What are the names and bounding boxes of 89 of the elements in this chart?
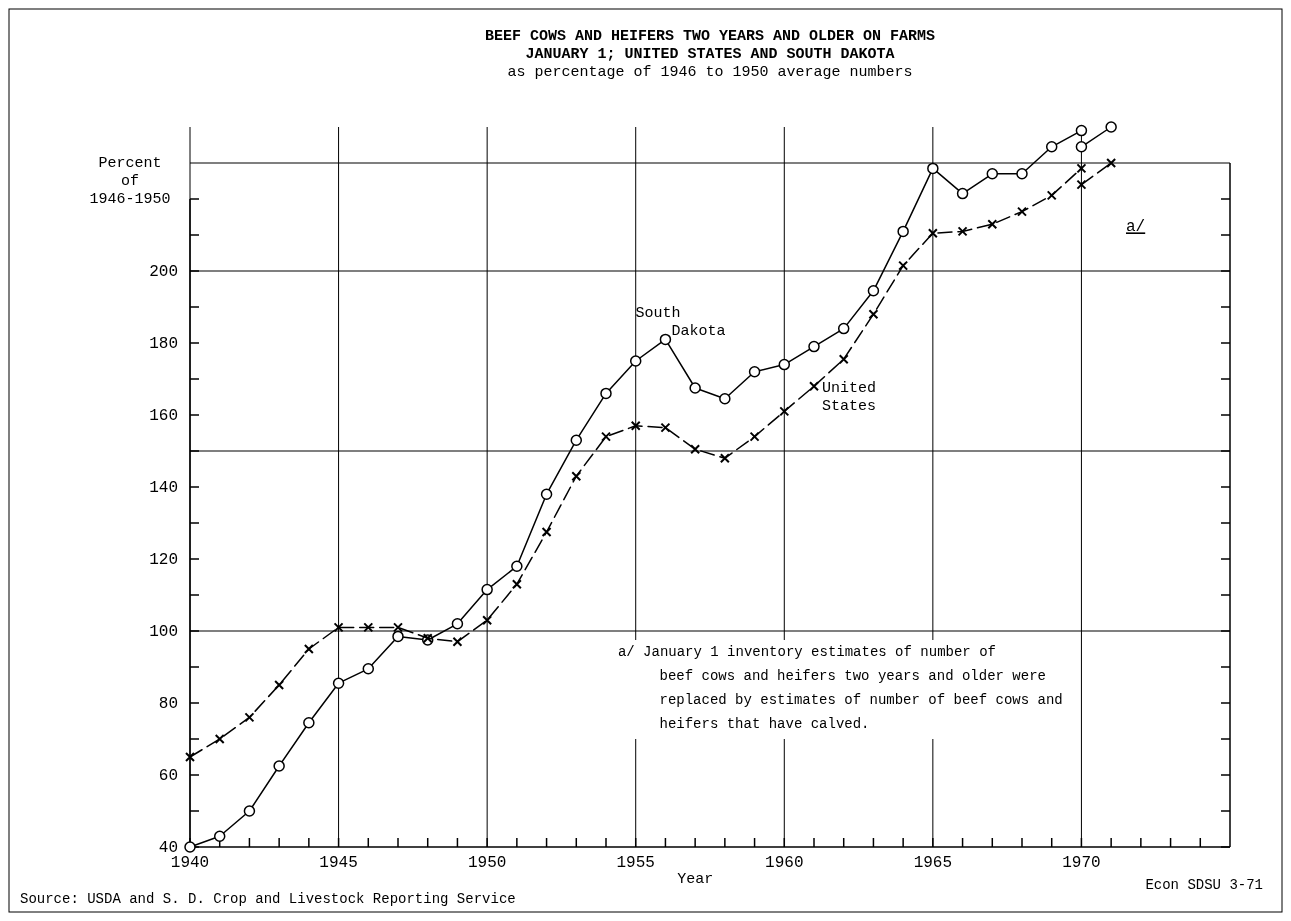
point <box>243 805 256 817</box>
point <box>779 406 790 417</box>
point <box>362 663 375 675</box>
x-tick-label: 1970 <box>1062 854 1101 872</box>
point <box>659 333 672 346</box>
y-tick-label: 160 <box>149 407 178 425</box>
series-label: United States <box>822 380 877 416</box>
point <box>778 358 791 371</box>
x-tick-label: 1955 <box>616 854 655 872</box>
source-note: Source: USDA and S. D. Crop and Livestock Reporting Service <box>20 891 516 907</box>
point <box>451 618 464 630</box>
point <box>1076 163 1087 174</box>
point <box>749 431 760 442</box>
point <box>482 615 493 626</box>
point <box>184 841 196 853</box>
point <box>363 622 374 633</box>
y-tick-label: 80 <box>158 695 178 713</box>
point <box>897 225 909 238</box>
point <box>273 760 285 772</box>
point <box>481 583 493 596</box>
point <box>957 226 968 237</box>
text: Econ SDSU 3-71 <box>1145 877 1263 893</box>
y-tick-label: 120 <box>149 551 178 569</box>
x-tick-label: 1945 <box>319 854 358 872</box>
point <box>956 187 969 200</box>
point <box>630 420 641 431</box>
point <box>629 355 642 367</box>
point <box>303 717 315 729</box>
point <box>1046 190 1057 201</box>
x-axis-title: Year <box>677 871 714 888</box>
point <box>333 622 344 633</box>
point <box>214 734 225 744</box>
point <box>1017 206 1027 217</box>
y-tick-label: 140 <box>149 479 178 497</box>
point <box>809 381 819 392</box>
annotation: a/ January 1 inventory estimates of number of beef cows and heifers two years and older were replaced by estimates of number of beef cows and heifers that have calved. <box>617 644 1063 733</box>
point <box>690 444 701 455</box>
point <box>511 579 522 590</box>
y-tick-label: 180 <box>149 335 178 353</box>
point <box>601 431 611 442</box>
point <box>1106 158 1117 168</box>
point <box>660 422 671 433</box>
chart-subtitle: as percentage of 1946 to 1950 average numbers <box>507 64 913 81</box>
point <box>1045 141 1058 153</box>
point <box>571 471 582 482</box>
point <box>748 366 761 378</box>
point <box>303 644 314 654</box>
point <box>274 680 285 690</box>
point <box>393 622 403 633</box>
y-tick-label: 40 <box>158 839 178 857</box>
point <box>986 168 999 180</box>
point <box>927 228 938 239</box>
y-tick-label: 60 <box>158 767 178 785</box>
annotation: a/ <box>1126 218 1146 237</box>
x-tick-label: 1950 <box>467 854 507 872</box>
point <box>898 260 909 271</box>
x-tick-label: 1960 <box>765 854 804 872</box>
point <box>867 285 880 297</box>
point <box>332 677 345 689</box>
point <box>927 162 939 175</box>
point <box>808 340 820 353</box>
point <box>185 752 195 762</box>
y-axis-title: Percent of 1946-1950 <box>89 155 171 208</box>
x-tick-label: 1940 <box>170 854 210 872</box>
x-tick-label: 1965 <box>913 854 953 872</box>
y-tick-label: 100 <box>149 623 178 641</box>
point <box>213 830 226 842</box>
point <box>244 712 255 723</box>
point <box>1076 179 1087 190</box>
point <box>987 219 998 230</box>
y-tick-label: 200 <box>149 263 178 281</box>
point <box>600 387 612 400</box>
point <box>1075 124 1088 137</box>
point <box>1016 168 1028 180</box>
point <box>719 393 731 405</box>
series-label: South Dakota <box>635 305 726 341</box>
point <box>1105 121 1117 133</box>
point <box>837 322 850 335</box>
point <box>689 382 701 394</box>
point <box>392 630 404 643</box>
point <box>838 354 849 365</box>
point <box>1075 141 1088 153</box>
point <box>541 527 552 537</box>
point <box>868 309 879 320</box>
point <box>452 636 463 647</box>
point <box>511 560 523 572</box>
point <box>540 488 553 500</box>
point <box>570 434 583 446</box>
point <box>719 453 730 464</box>
